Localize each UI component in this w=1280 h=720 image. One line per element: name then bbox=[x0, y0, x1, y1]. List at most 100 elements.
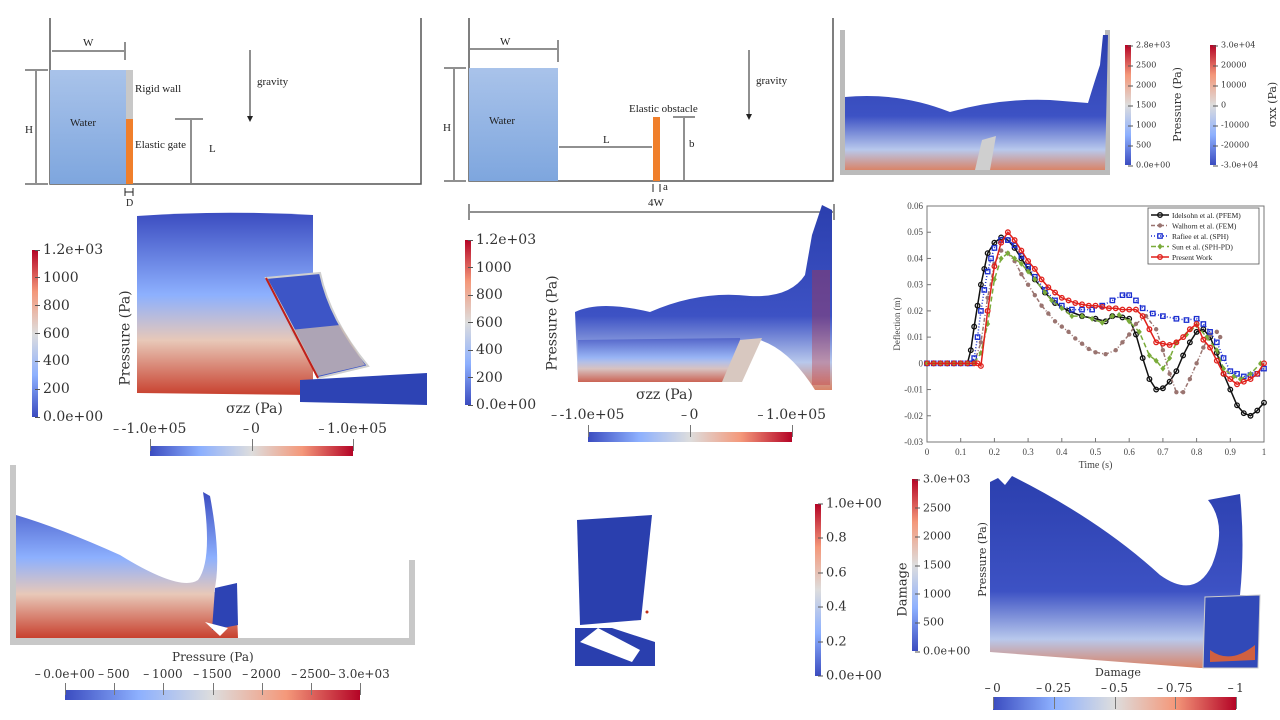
data-point bbox=[1089, 306, 1095, 313]
data-point bbox=[1261, 360, 1267, 367]
data-point bbox=[984, 307, 991, 314]
data-point bbox=[971, 323, 978, 330]
data-point bbox=[1126, 292, 1133, 299]
colorbar-tick-label: 0.25 bbox=[1036, 681, 1071, 695]
data-point bbox=[1247, 376, 1254, 383]
data-point bbox=[1207, 344, 1214, 351]
pressure-colorbar-title: Pressure (Pa) bbox=[117, 290, 134, 386]
colorbar-tick-label: 2.8e+03 bbox=[1128, 41, 1170, 50]
data-point bbox=[1038, 276, 1045, 283]
data-point bbox=[1119, 292, 1126, 299]
x-tick-label: 0.5 bbox=[1090, 447, 1102, 457]
y-tick-label: -0.02 bbox=[904, 411, 923, 421]
data-point bbox=[1186, 326, 1193, 333]
data-point bbox=[957, 360, 964, 367]
data-point bbox=[1139, 313, 1146, 320]
elastic-gate bbox=[126, 119, 133, 184]
data-point bbox=[1234, 381, 1240, 388]
data-point bbox=[1046, 311, 1051, 316]
colorbar-tick bbox=[360, 682, 361, 695]
data-point bbox=[1213, 357, 1220, 364]
data-point bbox=[924, 360, 930, 367]
data-point bbox=[1220, 370, 1227, 377]
colorbar-tick-label: 0.0e+00 bbox=[915, 645, 970, 658]
data-point bbox=[1011, 237, 1018, 244]
colorbar-tick-label: 1.0e+05 bbox=[758, 407, 826, 423]
data-point bbox=[1139, 355, 1146, 362]
data-point bbox=[1200, 321, 1207, 327]
label-height: H bbox=[443, 122, 451, 134]
data-point bbox=[1018, 252, 1025, 259]
colorbar-tick bbox=[792, 425, 793, 438]
data-point bbox=[1166, 342, 1173, 348]
data-point bbox=[1194, 361, 1199, 366]
data-point bbox=[1193, 315, 1200, 322]
label-gravity: gravity bbox=[257, 76, 289, 88]
data-point bbox=[1116, 311, 1122, 318]
pressure-colorbar-title: Pressure (Pa) bbox=[544, 275, 561, 371]
data-point bbox=[1173, 315, 1180, 322]
data-point bbox=[1159, 385, 1166, 392]
data-point bbox=[1240, 378, 1247, 385]
data-point bbox=[1011, 242, 1018, 249]
data-point bbox=[1153, 357, 1159, 364]
colorbar-tick bbox=[588, 425, 589, 438]
data-point bbox=[1213, 339, 1220, 346]
data-point bbox=[1065, 297, 1072, 304]
colorbar-tick-label: 3.0e+04 bbox=[1213, 41, 1255, 50]
colorbar-tick-label: 200 bbox=[35, 381, 70, 397]
data-point bbox=[1018, 247, 1025, 254]
data-point bbox=[978, 340, 984, 345]
pressure-colorbar-title: Pressure (Pa) bbox=[172, 650, 254, 664]
data-point bbox=[998, 255, 1004, 262]
y-tick-label: -0.03 bbox=[904, 437, 923, 447]
data-point bbox=[930, 360, 937, 367]
data-point bbox=[1214, 347, 1220, 354]
colorbar-tick-label: 1000 bbox=[1128, 121, 1156, 130]
colorbar-tick bbox=[1053, 696, 1055, 709]
colorbar-tick bbox=[310, 682, 312, 695]
data-point bbox=[1240, 373, 1247, 380]
label-water: Water bbox=[489, 115, 515, 127]
colorbar-tick-label: 2000 bbox=[915, 530, 951, 543]
colorbar-tick-label: 0.5 bbox=[1101, 681, 1128, 695]
colorbar-tick-label: -1.0e+05 bbox=[552, 407, 625, 423]
colorbar-tick-label: 400 bbox=[468, 342, 503, 358]
label-elastic-gate: Elastic gate bbox=[135, 139, 187, 151]
colorbar-tick bbox=[690, 425, 691, 438]
colorbar-tick-label: 20000 bbox=[1213, 61, 1246, 70]
data-point bbox=[1093, 350, 1098, 355]
pressure-colorbar-title: Pressure (Pa) bbox=[1170, 67, 1184, 142]
data-point bbox=[1186, 339, 1193, 346]
data-point bbox=[1153, 386, 1160, 393]
data-point bbox=[991, 239, 998, 246]
colorbar-tick-label: 1000 bbox=[144, 667, 183, 681]
y-tick-label: 0.04 bbox=[907, 253, 923, 263]
data-point bbox=[1187, 376, 1193, 382]
colorbar-tick-label: -10000 bbox=[1213, 121, 1249, 130]
stress-colorbar-title: σzz (Pa) bbox=[226, 401, 283, 417]
damage-colorbar-title: Damage bbox=[1095, 666, 1141, 679]
legend-label: Rafiee et al. (SPH) bbox=[1172, 232, 1229, 241]
label-gate-thickness: D bbox=[126, 198, 134, 209]
colorbar-tick-label: 500 bbox=[99, 667, 130, 681]
legend-label: Idelsohn et al. (PFEM) bbox=[1172, 211, 1241, 220]
data-point bbox=[1032, 292, 1038, 298]
colorbar-tick-label: 0.6 bbox=[818, 565, 847, 580]
colorbar-tick-label: 800 bbox=[35, 298, 70, 314]
sim-tank-snapshot bbox=[10, 465, 415, 645]
colorbar-tick bbox=[114, 682, 116, 695]
y-tick-label: 0 bbox=[919, 358, 924, 368]
data-point bbox=[1214, 329, 1220, 335]
label-gravity: gravity bbox=[756, 75, 788, 87]
data-point bbox=[971, 360, 978, 367]
data-point bbox=[1025, 282, 1031, 287]
water-column bbox=[50, 70, 126, 184]
colorbar-tick bbox=[1114, 696, 1116, 709]
pressure-colorbar bbox=[65, 690, 360, 700]
label-water: Water bbox=[70, 117, 96, 129]
damage-colorbar-title: Damage bbox=[895, 562, 911, 617]
y-tick-label: 0.03 bbox=[907, 280, 923, 290]
data-point bbox=[1005, 250, 1011, 257]
colorbar-tick-label: 0.8 bbox=[818, 531, 847, 546]
